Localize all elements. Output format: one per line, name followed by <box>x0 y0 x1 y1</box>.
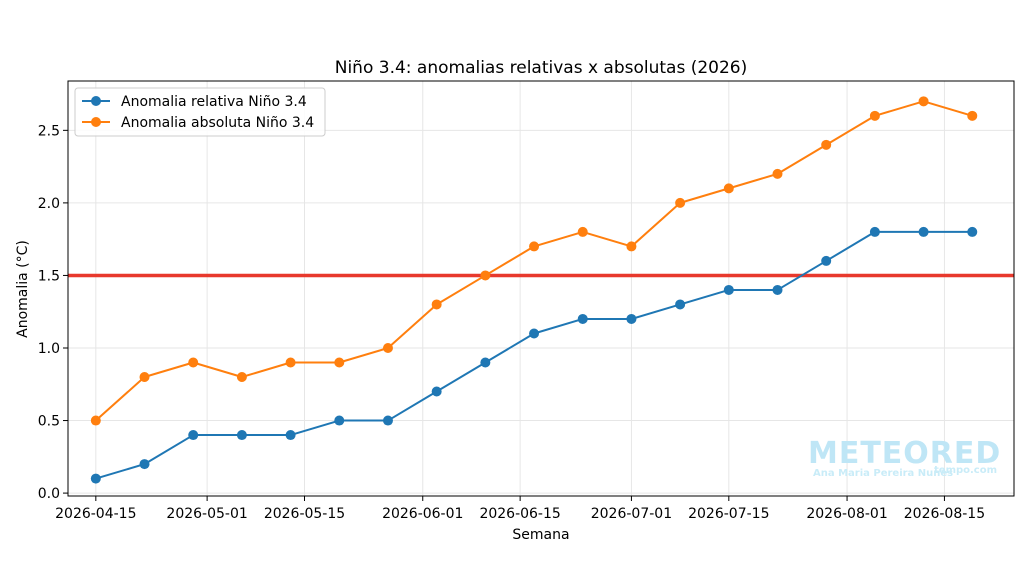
data-point <box>577 313 588 324</box>
series-group <box>90 96 978 484</box>
data-point <box>675 299 686 310</box>
x-axis-ticks: 2026-04-15 2026-05-01 2026-05-15 2026-06-01… <box>55 496 985 522</box>
x-axis-label: Semana <box>512 527 569 543</box>
data-point <box>772 168 783 179</box>
data-point <box>334 357 345 368</box>
watermark-author: Ana Maria Pereira Nunes <box>813 468 953 479</box>
chart-title: Niño 3.4: anomalias relativas x absoluta… <box>335 58 748 78</box>
data-point <box>967 110 978 121</box>
x-tick-label: 2026-08-15 <box>904 506 985 522</box>
series-2 <box>90 96 978 426</box>
data-point <box>188 430 199 441</box>
watermark: METEORED Ana Maria Pereira Nunes tempo.c… <box>808 436 1001 479</box>
data-point <box>675 197 686 208</box>
x-tick-label: 2026-05-15 <box>264 506 345 522</box>
data-point <box>285 430 296 441</box>
y-tick-label: 1.5 <box>38 268 60 284</box>
x-tick-label: 2026-06-01 <box>382 506 463 522</box>
data-point <box>918 226 929 237</box>
data-point <box>139 459 150 470</box>
legend-swatch-marker <box>91 96 101 106</box>
data-point <box>529 328 540 339</box>
data-point <box>480 270 491 281</box>
data-point <box>723 183 734 194</box>
data-point <box>236 430 247 441</box>
x-tick-label: 2026-08-01 <box>806 506 887 522</box>
data-point <box>529 241 540 252</box>
data-point <box>577 226 588 237</box>
y-tick-label: 1.0 <box>38 341 60 357</box>
y-axis-label: Anomalia (°C) <box>15 240 31 338</box>
data-point <box>188 357 199 368</box>
x-tick-label: 2026-06-15 <box>479 506 560 522</box>
watermark-site: tempo.com <box>934 465 997 476</box>
data-point <box>90 415 101 426</box>
data-point <box>821 255 832 266</box>
data-point <box>334 415 345 426</box>
legend-label: Anomalia absoluta Niño 3.4 <box>121 115 314 131</box>
y-tick-label: 2.0 <box>38 196 60 212</box>
series-1 <box>90 226 978 484</box>
data-point <box>821 139 832 150</box>
data-point <box>285 357 296 368</box>
data-point <box>626 241 637 252</box>
y-tick-label: 2.5 <box>38 123 60 139</box>
legend-swatch-marker <box>91 117 101 127</box>
series-line <box>95 100 973 422</box>
data-point <box>480 357 491 368</box>
x-tick-label: 2026-07-15 <box>688 506 769 522</box>
data-point <box>236 372 247 383</box>
y-tick-label: 0.5 <box>38 414 60 430</box>
legend: Anomalia relativa Niño 3.4 Anomalia absol… <box>74 87 326 137</box>
watermark-logo: METEORED <box>808 436 1001 471</box>
data-point <box>431 299 442 310</box>
data-point <box>918 96 929 107</box>
grid <box>68 81 1014 496</box>
data-point <box>723 284 734 295</box>
data-point <box>90 473 101 484</box>
legend-item: Anomalia relativa Niño 3.4 <box>82 94 307 110</box>
data-point <box>431 386 442 397</box>
y-axis-ticks: 0.0 0.5 1.0 1.5 2.0 2.5 <box>38 123 68 502</box>
data-point <box>626 313 637 324</box>
data-point <box>772 284 783 295</box>
legend-label: Anomalia relativa Niño 3.4 <box>121 94 307 110</box>
x-tick-label: 2026-07-01 <box>591 506 672 522</box>
legend-item: Anomalia absoluta Niño 3.4 <box>82 115 314 131</box>
data-point <box>382 415 393 426</box>
data-point <box>382 342 393 353</box>
plot-frame <box>67 80 1015 497</box>
y-tick-label: 0.0 <box>38 486 60 502</box>
data-point <box>869 110 880 121</box>
x-tick-label: 2026-04-15 <box>55 506 136 522</box>
x-tick-label: 2026-05-01 <box>166 506 247 522</box>
data-point <box>139 372 150 383</box>
legend-box <box>74 87 326 137</box>
data-point <box>967 226 978 237</box>
data-point <box>869 226 880 237</box>
